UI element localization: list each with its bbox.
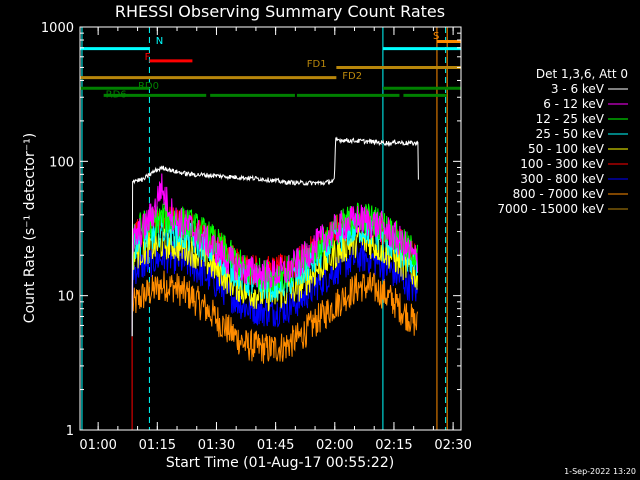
legend-header: Det 1,3,6, Att 0 [536, 67, 628, 81]
y-axis-label: Count Rate (s⁻¹ detector⁻¹) [22, 133, 38, 323]
flag-label-rd6: RD6 [106, 89, 127, 100]
y-tick-label-3: 1000 [41, 21, 74, 36]
legend-label-1: 6 - 12 keV [543, 97, 605, 111]
flag-label-f: F [145, 52, 151, 63]
legend-label-2: 12 - 25 keV [536, 112, 605, 126]
legend-label-4: 50 - 100 keV [528, 142, 605, 156]
legend-label-7: 800 - 7000 keV [513, 187, 605, 201]
flag-label-fd1: FD1 [307, 59, 327, 70]
x-tick-label-6: 02:30 [434, 438, 471, 453]
legend-label-3: 25 - 50 keV [536, 127, 605, 141]
x-tick-label-4: 02:00 [316, 438, 353, 453]
legend-label-5: 100 - 300 keV [520, 157, 604, 171]
x-tick-label-0: 01:00 [79, 438, 116, 453]
x-tick-label-3: 01:45 [257, 438, 294, 453]
x-tick-label-5: 02:15 [375, 438, 412, 453]
series-line-6-12-kev [131, 173, 418, 337]
legend-label-6: 300 - 800 keV [520, 172, 604, 186]
y-tick-label-1: 10 [57, 290, 74, 305]
legend-label-0: 3 - 6 keV [551, 82, 605, 96]
x-tick-label-1: 01:15 [139, 438, 176, 453]
flag-label-fd2: FD2 [342, 71, 362, 82]
flag-label-s: S [433, 31, 439, 42]
footer-timestamp: 1-Sep-2022 13:20 [564, 467, 636, 476]
x-tick-label-2: 01:30 [198, 438, 235, 453]
chart-title: RHESSI Observing Summary Count Rates [115, 2, 445, 21]
flag-label-n: N [156, 36, 163, 47]
x-axis-label: Start Time (01-Aug-17 00:55:22) [166, 455, 394, 471]
series-line-800-7000-kev [131, 270, 418, 364]
series-line-3-6-kev [131, 136, 419, 337]
flag-label-rd0: RD0 [138, 81, 159, 92]
y-tick-label-0: 1 [66, 424, 74, 439]
legend-label-8: 7000 - 15000 keV [497, 202, 604, 216]
y-tick-label-2: 100 [49, 155, 74, 170]
plot-frame [79, 26, 462, 431]
